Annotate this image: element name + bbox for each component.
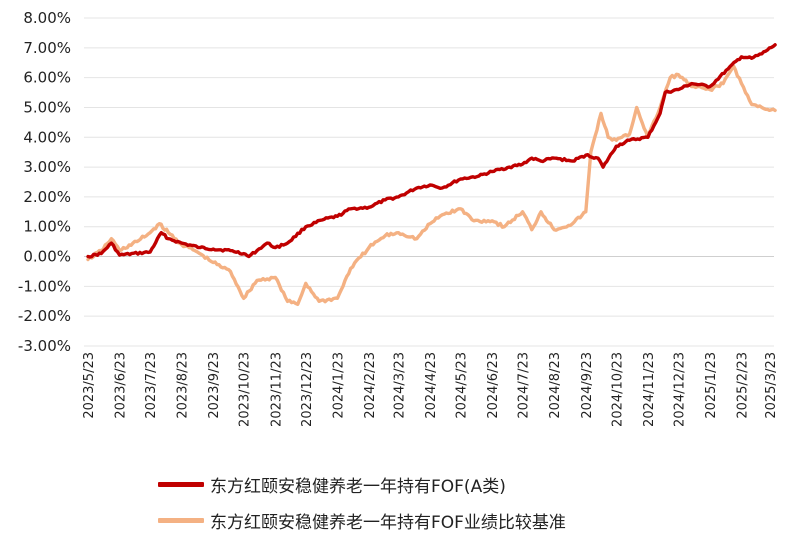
x-tick-label: 2025/1/23 [704,352,719,419]
x-tick-label: 2024/3/23 [392,352,407,419]
x-axis-ticks: 2023/5/23 2023/6/23 2023/7/23 2023/8/23 2023… [82,352,779,427]
legend-label-benchmark: 东方红颐安稳健养老一年持有FOF业绩比较基准 [210,512,566,533]
x-tick-label: 2024/7/23 [517,352,532,419]
y-tick-label: -1.00% [18,277,71,295]
x-tick-label: 2025/2/23 [735,352,750,419]
x-tick-label: 2024/1/23 [331,352,346,419]
line-chart: 8.00% 7.00% 6.00% 5.00% 4.00% 3.00% 2.00% 1.00%… [18,9,779,427]
x-tick-label: 2024/2/23 [363,352,378,419]
x-tick-label: 2024/8/23 [548,352,563,419]
y-tick-label: 0.00% [23,248,71,266]
y-tick-label: -3.00% [18,337,71,355]
y-tick-label: 8.00% [23,9,71,27]
legend-item-benchmark: 东方红颐安稳健养老一年持有FOF业绩比较基准 [158,502,566,538]
legend-label-fund: 东方红颐安稳健养老一年持有FOF(A类) [210,476,506,497]
x-tick-label: 2023/9/23 [207,352,222,419]
x-tick-label: 2023/12/23 [300,352,315,427]
y-tick-label: 4.00% [23,128,71,146]
y-tick-label: -2.00% [18,307,71,325]
y-tick-label: 1.00% [23,218,71,236]
x-tick-label: 2024/5/23 [455,352,470,419]
x-tick-label: 2023/11/23 [269,352,284,427]
x-tick-label: 2023/8/23 [176,352,191,419]
x-tick-label: 2023/6/23 [114,352,129,419]
grid-lines [84,17,774,347]
x-tick-label: 2024/10/23 [610,352,625,427]
legend-swatch-fund [158,481,204,487]
legend: 东方红颐安稳健养老一年持有FOF(A类) 东方红颐安稳健养老一年持有FOF业绩比… [158,466,566,538]
y-tick-label: 3.00% [23,158,71,176]
x-tick-label: 2024/9/23 [580,352,595,419]
x-tick-label: 2024/6/23 [486,352,501,419]
x-tick-label: 2024/11/23 [642,352,657,427]
x-tick-label: 2023/10/23 [238,352,253,427]
x-tick-label: 2023/7/23 [144,352,159,419]
series-lines [86,43,777,306]
series-line-fund [86,43,777,259]
x-tick-label: 2023/5/23 [82,352,97,419]
y-tick-label: 5.00% [23,98,71,116]
x-tick-label: 2024/12/23 [672,352,687,427]
y-tick-label: 2.00% [23,188,71,206]
x-tick-label: 2025/3/23 [764,352,779,419]
y-tick-label: 6.00% [23,69,71,87]
x-tick-label: 2024/4/23 [424,352,439,419]
y-axis-ticks: 8.00% 7.00% 6.00% 5.00% 4.00% 3.00% 2.00% 1.00%… [18,9,71,355]
legend-item-fund: 东方红颐安稳健养老一年持有FOF(A类) [158,466,566,502]
legend-swatch-benchmark [158,517,204,523]
y-tick-label: 7.00% [23,39,71,57]
